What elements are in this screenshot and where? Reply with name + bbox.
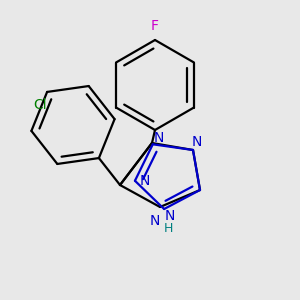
Text: Cl: Cl <box>33 98 47 112</box>
Text: N: N <box>140 174 150 188</box>
Text: N: N <box>154 131 164 145</box>
Text: N: N <box>150 214 160 228</box>
Text: F: F <box>151 19 159 33</box>
Text: N: N <box>165 209 175 223</box>
Text: H: H <box>163 223 173 236</box>
Text: N: N <box>192 135 202 149</box>
